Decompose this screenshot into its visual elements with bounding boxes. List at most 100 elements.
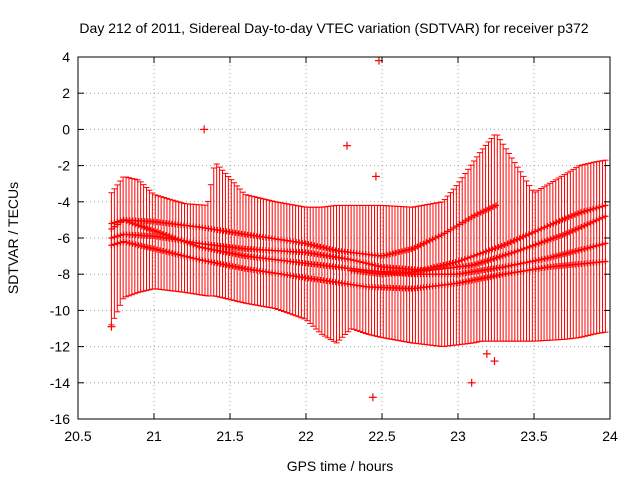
error-bar	[225, 176, 232, 300]
y-tick-label: -14	[50, 375, 70, 391]
outlier-point	[107, 322, 116, 331]
series-point	[308, 241, 315, 248]
y-tick-label: 4	[62, 49, 70, 65]
series-point	[435, 233, 442, 240]
series-point	[372, 262, 379, 269]
series-point	[405, 246, 412, 253]
error-bar	[184, 203, 191, 294]
series-point	[510, 237, 517, 244]
series-point	[575, 247, 582, 254]
series-point	[514, 248, 521, 255]
error-bar	[222, 172, 229, 299]
series-point	[420, 240, 427, 247]
error-bar	[155, 195, 162, 290]
series-point	[153, 246, 160, 253]
series-point	[375, 263, 382, 270]
series-point	[114, 240, 121, 247]
series-point	[584, 207, 591, 214]
series-point	[144, 225, 151, 232]
series-point	[429, 236, 436, 243]
series-point	[538, 239, 545, 246]
error-bar	[234, 185, 241, 302]
series-point	[329, 246, 336, 253]
series-point	[587, 206, 594, 213]
series-point	[431, 264, 438, 271]
error-bar	[161, 197, 168, 291]
series-point	[383, 251, 390, 258]
series-point	[417, 242, 424, 249]
series-point	[550, 220, 557, 227]
series-point	[428, 264, 435, 271]
series-point	[596, 204, 603, 211]
series-point	[117, 232, 124, 239]
series-point	[470, 252, 477, 259]
series-point	[462, 217, 469, 224]
error-bar	[134, 179, 141, 294]
series-point	[111, 219, 118, 226]
series-point	[501, 241, 508, 248]
series-point	[421, 266, 428, 273]
series-point	[323, 245, 330, 252]
series-point	[504, 240, 511, 247]
series-point	[578, 246, 585, 253]
y-tick-label: -6	[58, 230, 71, 246]
series-point	[489, 246, 496, 253]
series-track-1	[108, 216, 609, 278]
series-point	[602, 240, 609, 247]
series-point	[574, 210, 581, 217]
series-point	[141, 243, 148, 250]
series-point	[393, 249, 400, 256]
series-point	[187, 254, 194, 261]
series-point	[486, 247, 493, 254]
error-bar	[564, 172, 571, 340]
error-bar	[581, 163, 588, 337]
series-point	[359, 259, 366, 266]
error-bar	[576, 165, 583, 339]
series-point	[578, 223, 585, 230]
outlier-point	[371, 172, 380, 181]
series-point	[556, 218, 563, 225]
y-tick-label: -4	[58, 194, 71, 210]
series-point	[522, 232, 529, 239]
error-bar	[277, 202, 284, 312]
series-point	[147, 226, 154, 233]
error-bar	[318, 206, 325, 335]
error-bar	[549, 181, 556, 341]
series-point	[562, 215, 569, 222]
series-point	[569, 227, 576, 234]
error-bar	[497, 139, 504, 342]
outlier-point	[467, 378, 476, 387]
series-point	[456, 221, 463, 228]
error-bar	[219, 169, 226, 299]
series-point	[556, 252, 563, 259]
series-point	[508, 249, 515, 256]
series-point	[499, 252, 506, 259]
series-point	[347, 256, 354, 263]
series-point	[487, 256, 494, 263]
series-point	[572, 226, 579, 233]
series-point	[550, 253, 557, 260]
series-point	[181, 253, 188, 260]
series-point	[593, 217, 600, 224]
series-point	[569, 249, 576, 256]
series-point	[590, 205, 597, 212]
error-bar	[295, 205, 302, 318]
error-bar	[552, 179, 559, 341]
series-point	[441, 230, 448, 237]
series-point	[446, 260, 453, 267]
error-bar	[275, 201, 282, 310]
series-point	[480, 249, 487, 256]
series-point	[432, 234, 439, 241]
error-bar	[269, 200, 276, 309]
error-bar	[140, 184, 147, 292]
series-point	[483, 248, 490, 255]
series-point	[418, 267, 425, 274]
series-point	[553, 219, 560, 226]
series-point	[541, 224, 548, 231]
series-point	[166, 249, 173, 256]
error-bar	[538, 188, 545, 342]
series-point	[162, 248, 169, 255]
series-point	[544, 237, 551, 244]
series-point	[468, 214, 475, 221]
error-bar	[193, 204, 200, 295]
